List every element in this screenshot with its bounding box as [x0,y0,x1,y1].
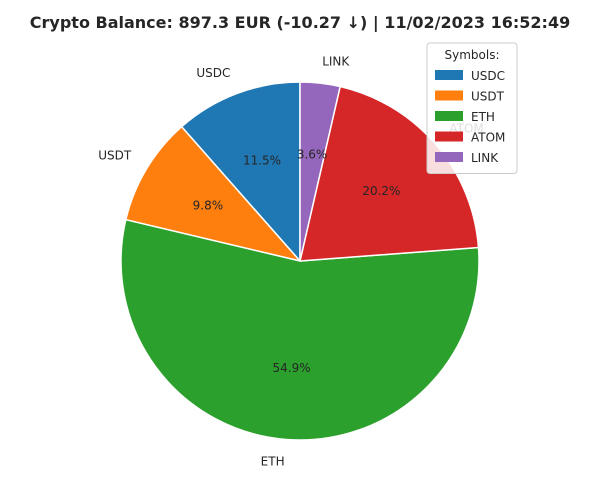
pie-slice-usdc [180,81,301,262]
legend: Symbols: USDC USDT ETH ATOM LINK [426,42,518,174]
pie-slice-link [299,81,341,262]
legend-swatch-eth [435,111,463,121]
slice-percent-atom: 20.2% [362,184,400,198]
legend-title: Symbols: [445,48,500,62]
pie-wedges [120,81,480,441]
legend-swatch-usdt [435,90,463,101]
legend-swatch-link [435,152,463,162]
legend-label-atom: ATOM [471,131,505,145]
legend-label-eth: ETH [471,110,495,124]
slice-percent-link: 3.6% [297,147,328,161]
slice-label-usdt: USDT [98,149,132,163]
slice-percent-eth: 54.9% [273,361,311,375]
slice-label-link: LINK [322,54,350,68]
slice-label-usdc: USDC [196,66,230,80]
chart-title: Crypto Balance: 897.3 EUR (-10.27 ↓) | 1… [30,13,570,33]
legend-label-usdt: USDT [471,90,505,104]
legend-label-usdc: USDC [471,69,505,83]
pie-slice-usdt [125,125,301,262]
legend-label-link: LINK [471,151,499,165]
slice-label-eth: ETH [261,454,285,468]
legend-swatch-atom [435,131,463,142]
slice-percent-usdc: 11.5% [243,154,281,168]
slice-percent-usdt: 9.8% [193,199,224,213]
legend-swatch-usdc [435,70,463,80]
pie-slice-eth [120,219,480,441]
